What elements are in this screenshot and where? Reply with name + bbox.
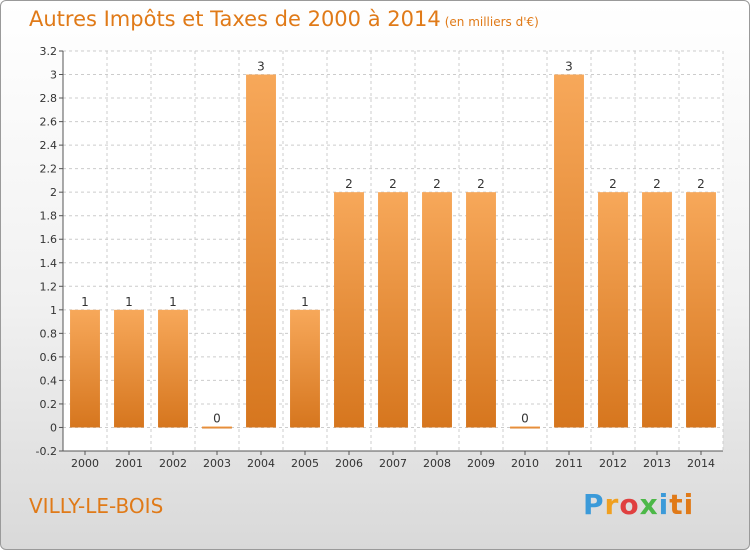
data-label: 2 [345,177,353,191]
x-tick-label: 2009 [467,457,495,470]
x-tick-label: 2007 [379,457,407,470]
data-label: 2 [433,177,441,191]
y-tick-label: 1.8 [40,210,58,223]
data-label: 0 [521,411,529,425]
data-label: 2 [697,177,705,191]
y-tick-label: 0.8 [40,327,58,340]
bar [114,309,144,428]
y-tick-label: 2 [50,186,57,199]
y-tick-label: 0 [50,421,57,434]
x-tick-label: 2008 [423,457,451,470]
x-tick-label: 2005 [291,457,319,470]
y-tick-label: 1.2 [40,280,58,293]
town-name: VILLY-LE-BOIS [29,494,164,518]
data-label: 1 [125,295,133,309]
x-tick-label: 2000 [71,457,99,470]
y-tick-label: -0.2 [36,445,57,458]
data-label: 2 [389,177,397,191]
bar [642,192,672,428]
bar [510,426,540,429]
data-label: 1 [169,295,177,309]
bar [598,192,628,428]
x-tick-label: 2006 [335,457,363,470]
x-tick-label: 2013 [643,457,671,470]
y-tick-label: 2.4 [40,139,58,152]
data-label: 2 [653,177,661,191]
x-tick-label: 2002 [159,457,187,470]
bar [554,74,584,428]
bar [334,192,364,428]
data-label: 3 [565,60,573,74]
data-label: 2 [609,177,617,191]
data-label: 3 [257,60,265,74]
bar [466,192,496,428]
y-tick-label: 0.6 [40,351,58,364]
proxiti-logo: Proxiti [583,488,695,521]
x-tick-label: 2001 [115,457,143,470]
chart-title: Autres Impôts et Taxes de 2000 à 2014 (en… [29,7,539,31]
data-label: 2 [477,177,485,191]
y-tick-label: 2.6 [40,116,58,129]
data-label: 0 [213,411,221,425]
chart-unit: (en milliers d'€) [444,15,539,29]
bar [70,309,100,428]
bar [378,192,408,428]
y-tick-label: 0.2 [40,398,58,411]
x-tick-label: 2014 [687,457,715,470]
bar [422,192,452,428]
x-tick-label: 2004 [247,457,275,470]
bar [158,309,188,428]
x-tick-label: 2012 [599,457,627,470]
x-tick-label: 2010 [511,457,539,470]
bar [686,192,716,428]
data-label: 1 [301,295,309,309]
y-tick-label: 1 [50,304,57,317]
bar [290,309,320,428]
x-tick-label: 2011 [555,457,583,470]
y-tick-label: 3 [50,69,57,82]
chart-title-text: Autres Impôts et Taxes de 2000 à 2014 [29,7,441,31]
y-tick-label: 3.2 [40,45,58,58]
x-tick-label: 2003 [203,457,231,470]
y-tick-label: 1.6 [40,233,58,246]
bar [246,74,276,428]
bar [202,426,232,429]
data-label: 1 [81,295,89,309]
y-tick-label: 1.4 [40,257,58,270]
y-tick-label: 0.4 [40,374,58,387]
y-tick-label: 2.2 [40,163,58,176]
y-tick-label: 2.8 [40,92,58,105]
